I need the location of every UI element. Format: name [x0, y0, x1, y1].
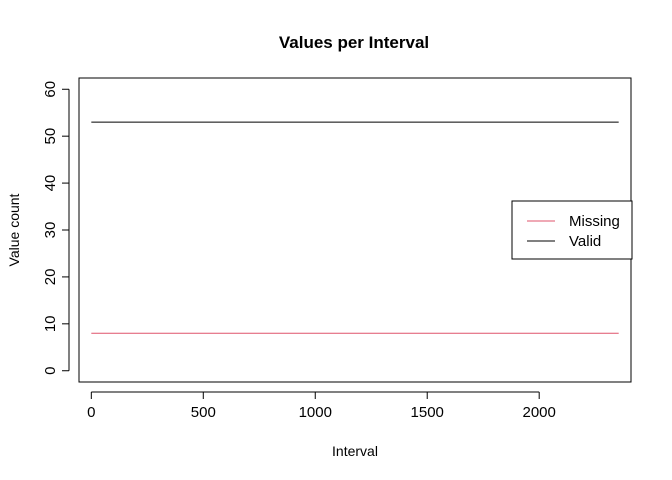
y-tick-label: 50: [42, 128, 59, 145]
x-tick-label: 1000: [299, 404, 332, 421]
legend-box: [511, 200, 633, 260]
chart-title: Values per Interval: [279, 33, 429, 52]
y-tick-label: 60: [42, 81, 59, 98]
y-tick-label: 40: [42, 175, 59, 192]
x-axis: 0 500 1000 1500 2000: [87, 391, 556, 421]
x-tick-label: 500: [191, 404, 216, 421]
y-tick-label: 30: [42, 222, 59, 239]
y-tick-label: 0: [42, 367, 59, 375]
x-axis-label: Interval: [332, 443, 378, 459]
y-axis: 0 10 20 30 40 50 60: [42, 81, 70, 375]
x-tick-label: 0: [87, 404, 95, 421]
legend-label-valid: Valid: [569, 233, 601, 250]
series-layer: [91, 121, 619, 334]
legend: Missing Valid: [511, 200, 633, 260]
legend-label-missing: Missing: [569, 213, 620, 230]
x-tick-label: 1500: [411, 404, 444, 421]
y-tick-label: 10: [42, 315, 59, 332]
y-tick-label: 20: [42, 269, 59, 286]
y-axis-label: Value count: [6, 193, 22, 266]
x-tick-label: 2000: [522, 404, 555, 421]
